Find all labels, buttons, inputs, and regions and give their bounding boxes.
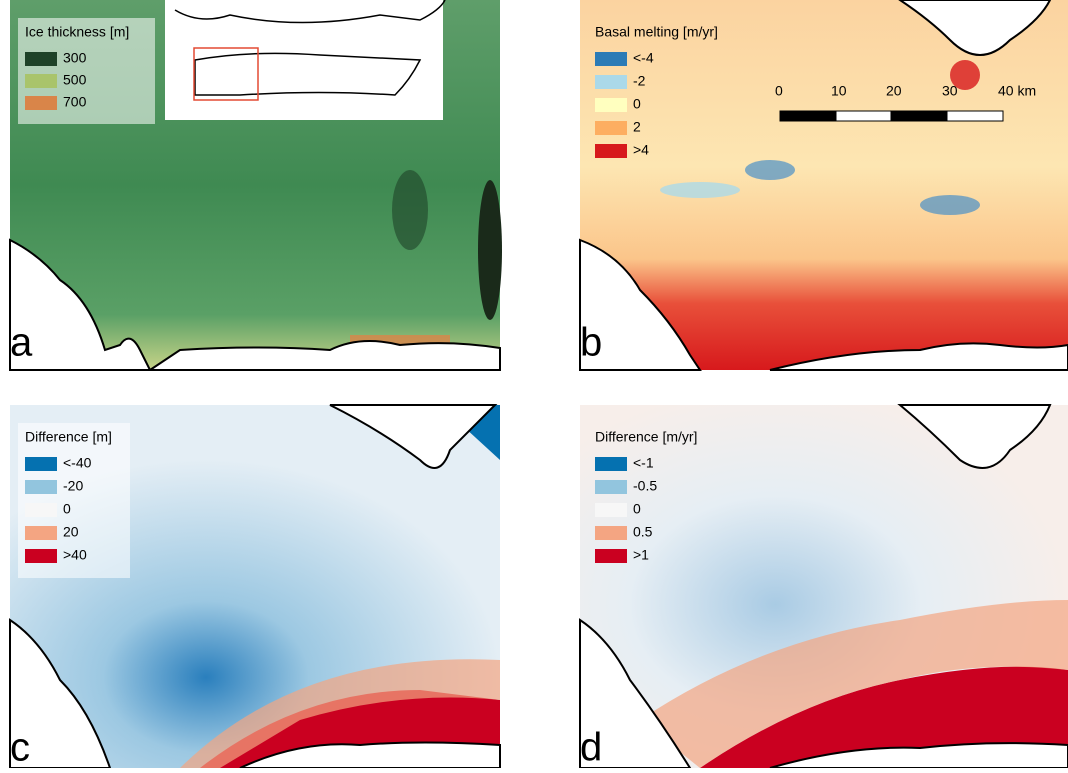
legend-swatch (25, 549, 57, 563)
panel-letter: a (10, 321, 33, 365)
legend-label: <-4 (633, 50, 654, 66)
legend-label: 700 (63, 94, 87, 110)
panel-letter: d (580, 726, 602, 768)
panel-letter: c (10, 726, 30, 768)
legend-swatch (595, 144, 627, 158)
legend-label: 0 (633, 96, 641, 112)
scale-label: 30 (942, 83, 958, 99)
scale-label: 10 (831, 83, 847, 99)
legend-swatch (25, 96, 57, 110)
scale-label: 40 km (998, 83, 1036, 99)
legend-swatch (25, 480, 57, 494)
legend-title: Difference [m] (25, 429, 112, 445)
legend-swatch (595, 503, 627, 517)
legend-swatch (595, 549, 627, 563)
legend-label: 0 (633, 501, 641, 517)
figure: Ice thickness [m]300500700aBasal melting… (0, 0, 1068, 768)
legend-swatch (595, 98, 627, 112)
legend-label: -20 (63, 478, 83, 494)
scale-label: 20 (886, 83, 902, 99)
legend-swatch (25, 74, 57, 88)
legend-label: 2 (633, 119, 641, 135)
legend: Difference [m] <-40 -20 0 20 >40 (18, 423, 130, 578)
legend-swatch (595, 526, 627, 540)
legend-label: >4 (633, 142, 649, 158)
legend-swatch (25, 503, 57, 517)
legend-swatch (25, 526, 57, 540)
legend-label: >1 (633, 547, 649, 563)
legend-label: -0.5 (633, 478, 657, 494)
legend-title: Ice thickness [m] (25, 24, 129, 40)
legend-label: >40 (63, 547, 87, 563)
legend-swatch (595, 480, 627, 494)
legend-label: -2 (633, 73, 646, 89)
legend-swatch (25, 52, 57, 66)
legend-swatch (595, 52, 627, 66)
legend-label: 300 (63, 50, 87, 66)
scale-label: 0 (775, 83, 783, 99)
legend-label: <-40 (63, 455, 92, 471)
legend-title: Basal melting [m/yr] (595, 24, 718, 40)
scale-bar (780, 111, 1003, 121)
legend-swatch (595, 457, 627, 471)
legend-swatch (595, 121, 627, 135)
legend-label: <-1 (633, 455, 654, 471)
legend-title: Difference [m/yr] (595, 429, 697, 445)
legend-label: 0 (63, 501, 71, 517)
legend-swatch (25, 457, 57, 471)
legend-swatch (595, 75, 627, 89)
legend-label: 20 (63, 524, 79, 540)
panel-letter: b (580, 321, 602, 365)
legend-label: 0.5 (633, 524, 653, 540)
legend-label: 500 (63, 72, 87, 88)
legend: Ice thickness [m] 300 500 700 (18, 18, 155, 124)
